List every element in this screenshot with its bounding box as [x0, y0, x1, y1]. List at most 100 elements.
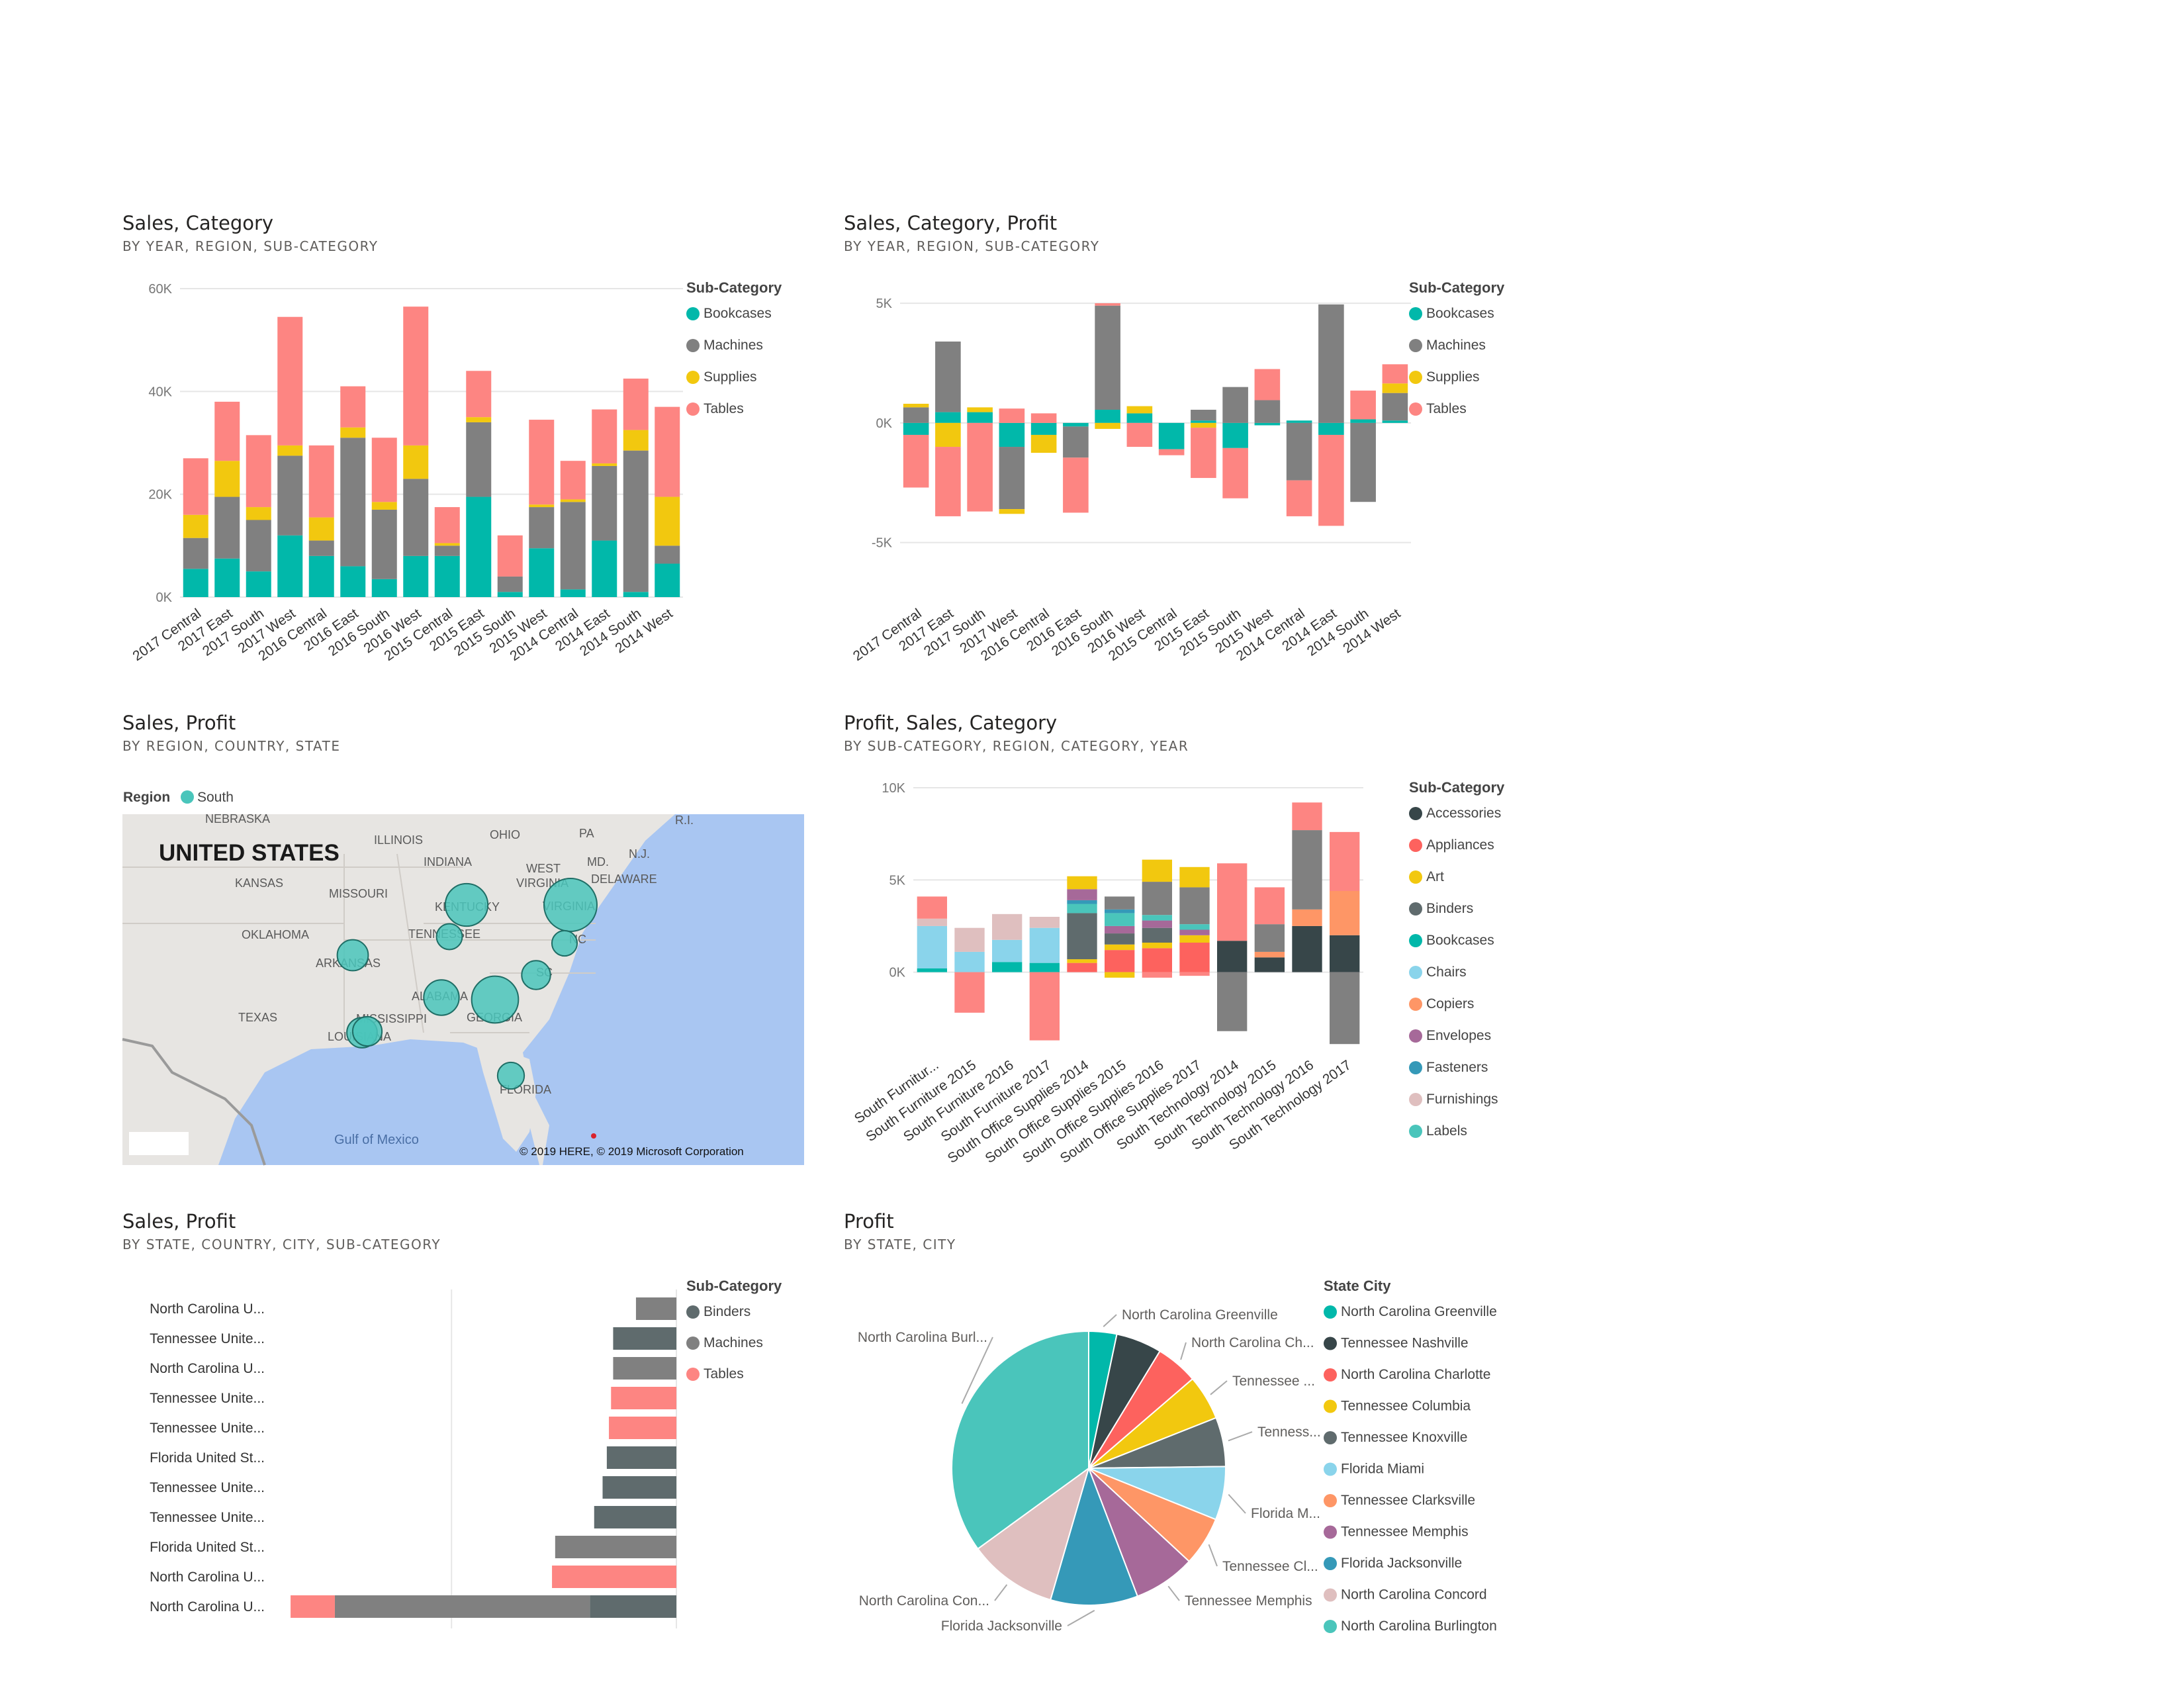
bar-segment-supplies	[1126, 406, 1153, 414]
legend-item: Tables	[704, 401, 744, 416]
bar-segment-supplies	[371, 502, 397, 510]
bar-segment-chairs	[992, 939, 1023, 962]
map-bubble-florida	[496, 1061, 525, 1090]
bar-segment-supplies	[277, 445, 303, 456]
bar-segment-machines	[1286, 422, 1312, 481]
visual-subtitle: BY REGION, COUNTRY, STATE	[122, 738, 341, 754]
bar-segment-binders	[590, 1595, 676, 1618]
legend-item: Envelopes	[1426, 1028, 1491, 1043]
bar-segment-supplies	[183, 514, 208, 538]
bar-segment-supplies	[246, 507, 271, 520]
bar-segment-supplies	[434, 543, 460, 546]
legend-marker	[181, 790, 194, 804]
pie-slice	[1050, 1466, 1139, 1606]
bar-segment-furnishings	[954, 927, 985, 952]
legend-item: North Carolina Greenville	[1341, 1304, 1497, 1319]
bar-segment-labels	[1067, 904, 1097, 914]
y-tick-label: 0K	[156, 590, 173, 605]
map-state-label: ILLINOIS	[374, 833, 423, 847]
bar-segment-art	[1179, 935, 1210, 943]
visual-subtitle: BY YEAR, REGION, SUB-CATEGORY	[122, 238, 379, 254]
bar-segment-accessories	[1217, 941, 1248, 972]
map-state-label: MD.	[587, 855, 609, 868]
bar-segment-machines	[592, 465, 617, 541]
pie-slice-label: Tennessee Cl...	[1222, 1559, 1318, 1574]
bar-segment-machines	[1105, 896, 1135, 910]
y-tick-label: Florida United St...	[150, 1450, 265, 1466]
pie-leader-line	[1210, 1380, 1228, 1395]
legend-item: Tables	[704, 1366, 744, 1382]
legend-marker	[1409, 902, 1422, 915]
bar-segment-machines	[214, 496, 240, 559]
bar-segment-tables	[655, 406, 680, 497]
bar-segment-bookcases	[308, 555, 334, 597]
bar-segment-binders	[602, 1476, 676, 1499]
bar-segment-supplies	[655, 496, 680, 546]
bar-segment-tables	[999, 408, 1025, 423]
legend-marker	[1324, 1525, 1337, 1539]
pie-leader-line	[1067, 1609, 1095, 1626]
legend-marker	[1324, 1336, 1337, 1350]
map-water-label: Gulf of Mexico	[334, 1133, 419, 1147]
legend-marker	[1324, 1588, 1337, 1602]
y-tick-label: Tennessee Unite...	[150, 1510, 265, 1525]
bar-segment-tables	[371, 438, 397, 502]
map-bubble-kentucky	[444, 882, 489, 927]
visual-profit-sales-category: Profit, Sales, Category BY SUB-CATEGORY,…	[844, 712, 1512, 1175]
bar-segment-bookcases	[917, 968, 947, 972]
bar-segment-tables	[277, 316, 303, 445]
bar-segment-tables	[183, 458, 208, 515]
visual-title: Profit, Sales, Category	[844, 712, 1058, 734]
legend-title: State City	[1324, 1278, 1391, 1294]
bar-segment-tables	[1254, 887, 1285, 925]
bar-segment-machines	[1292, 830, 1322, 910]
bar-segment-bookcases	[1126, 413, 1153, 423]
bar-segment-tables	[214, 401, 240, 461]
bar-segment-labels	[1142, 915, 1172, 921]
pie-leader-line	[1167, 1585, 1180, 1601]
legend-marker	[686, 1368, 700, 1381]
bar-segment-appliances	[1067, 962, 1097, 972]
bar-segment-supplies	[308, 517, 334, 541]
pie-slice-label: North Carolina Burl...	[858, 1330, 987, 1345]
bar-segment-machines	[1222, 387, 1248, 423]
bar-segment-machines	[613, 1357, 676, 1380]
bar-segment-tables	[1292, 802, 1322, 831]
bar-segment-machines	[555, 1536, 676, 1558]
legend-item: Art	[1426, 869, 1444, 884]
visual-title: Sales, Category	[122, 212, 274, 234]
bar-segment-machines	[1217, 972, 1248, 1031]
bar-segment-tables	[529, 420, 555, 505]
bar-segment-supplies	[1095, 422, 1120, 429]
map-state-label: OHIO	[490, 828, 520, 841]
bar-segment-tables	[1142, 972, 1172, 978]
bar-segment-bookcases	[1029, 962, 1060, 972]
bar-segment-fasteners	[1105, 909, 1135, 914]
legend-title: Sub-Category	[686, 279, 782, 296]
bar-segment-bookcases	[1318, 422, 1344, 435]
bar-segment-machines	[340, 438, 366, 567]
bar-segment-bookcases	[592, 540, 617, 597]
bar-segment-bookcases	[655, 563, 680, 597]
pie-slice	[977, 1466, 1090, 1601]
bar-segment-appliances	[1179, 943, 1210, 972]
bar-segment-machines	[434, 545, 460, 556]
visual-title: Sales, Profit	[122, 1210, 236, 1233]
bar-segment-machines	[655, 545, 680, 564]
legend-item: Tennessee Knoxville	[1341, 1430, 1467, 1445]
legend-title: Sub-Category	[1409, 279, 1505, 296]
bar-segment-supplies	[466, 417, 492, 422]
bar-segment-machines	[1095, 305, 1120, 410]
legend-item: Furnishings	[1426, 1092, 1498, 1107]
pie-slice-label: North Carolina Greenville	[1122, 1307, 1278, 1323]
y-tick-label: North Carolina U...	[150, 1301, 265, 1317]
bar-segment-envelopes	[1179, 929, 1210, 935]
bar-segment-tables	[1286, 480, 1312, 516]
bar-segment-bookcases	[183, 569, 208, 597]
bar-segment-copiers	[1292, 909, 1322, 926]
